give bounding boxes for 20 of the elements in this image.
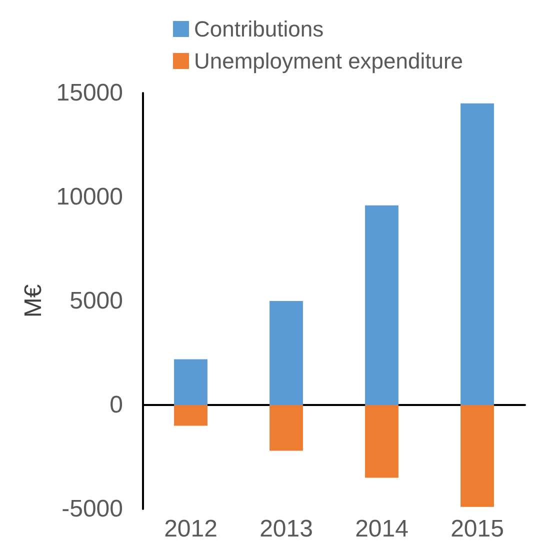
bar <box>174 405 208 426</box>
bar <box>460 103 494 405</box>
bar <box>460 405 494 507</box>
legend-label: Unemployment expenditure <box>194 48 464 74</box>
y-tick-label: 0 <box>110 392 123 418</box>
bar <box>365 405 398 478</box>
x-tick-label: 2012 <box>164 516 218 542</box>
y-tick-label: 5000 <box>70 288 123 314</box>
y-axis-title: M€ <box>20 284 47 318</box>
bar <box>270 405 303 451</box>
x-tick-label: 2014 <box>355 516 408 542</box>
bar <box>270 301 303 405</box>
bar <box>365 205 398 405</box>
x-tick-label: 2013 <box>260 516 313 542</box>
y-tick-label: 10000 <box>56 184 123 210</box>
y-tick-label: -5000 <box>62 496 123 522</box>
y-tick-label: 15000 <box>56 80 123 106</box>
legend-label: Contributions <box>194 16 324 42</box>
bar <box>174 359 208 405</box>
x-tick-label: 2015 <box>450 516 504 542</box>
